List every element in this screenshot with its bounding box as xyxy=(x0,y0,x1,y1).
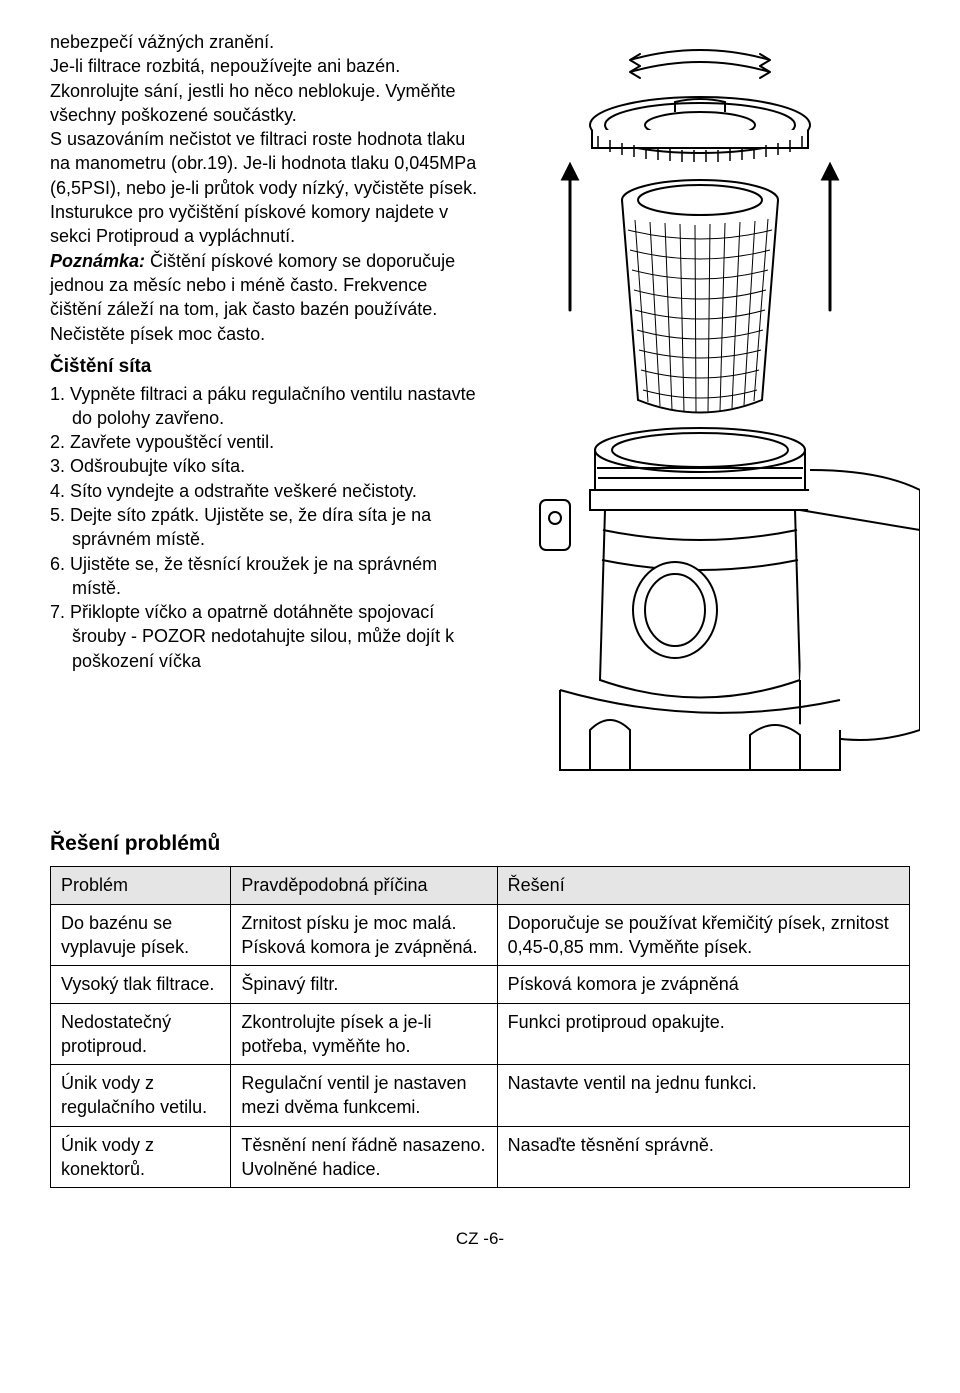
step-item: 2. Zavřete vypouštěcí ventil. xyxy=(50,430,480,454)
filter-exploded-diagram xyxy=(500,30,920,790)
intro-note: Poznámka: Čištění pískové komory se dopo… xyxy=(50,249,480,322)
instruction-text-column: nebezpečí vážných zranění. Je-li filtrac… xyxy=(50,30,480,790)
note-label: Poznámka: xyxy=(50,251,145,271)
cell-solution: Doporučuje se používat křemičitý písek, … xyxy=(497,904,909,966)
troubleshooting-table: Problém Pravděpodobná příčina Řešení Do … xyxy=(50,866,910,1188)
step-item: 4. Síto vyndejte a odstraňte veškeré neč… xyxy=(50,479,480,503)
step-item: 3. Odšroubujte víko síta. xyxy=(50,454,480,478)
cell-problem: Únik vody z konektorů. xyxy=(51,1126,231,1188)
intro-line-3: S usazováním nečistot ve filtraci roste … xyxy=(50,127,480,248)
cell-cause: Špinavý filtr. xyxy=(231,966,497,1003)
step-item: 5. Dejte síto zpátk. Ujistěte se, že dír… xyxy=(50,503,480,552)
table-row: Únik vody z konektorů. Těsnění není řádn… xyxy=(51,1126,910,1188)
table-header-cause: Pravděpodobná příčina xyxy=(231,867,497,904)
table-header-solution: Řešení xyxy=(497,867,909,904)
cell-problem: Vysoký tlak filtrace. xyxy=(51,966,231,1003)
table-header-problem: Problém xyxy=(51,867,231,904)
intro-line-5: Nečistěte písek moc často. xyxy=(50,322,480,346)
cell-cause: Zrnitost písku je moc malá. Písková komo… xyxy=(231,904,497,966)
cell-problem: Nedostatečný protiproud. xyxy=(51,1003,231,1065)
cell-solution: Funkci protiproud opakujte. xyxy=(497,1003,909,1065)
cleaning-heading: Čištění síta xyxy=(50,354,480,380)
table-row: Vysoký tlak filtrace. Špinavý filtr. Pís… xyxy=(51,966,910,1003)
intro-line-2: Je-li filtrace rozbitá, nepoužívejte ani… xyxy=(50,54,480,127)
cell-problem: Do bazénu se vyplavuje písek. xyxy=(51,904,231,966)
cell-cause: Regulační ventil je nastaven mezi dvěma … xyxy=(231,1065,497,1127)
table-row: Nedostatečný protiproud. Zkontrolujte pí… xyxy=(51,1003,910,1065)
cell-solution: Písková komora je zvápněná xyxy=(497,966,909,1003)
table-row: Únik vody z regulačního vetilu. Regulačn… xyxy=(51,1065,910,1127)
cell-solution: Nastavte ventil na jednu funkci. xyxy=(497,1065,909,1127)
table-row: Do bazénu se vyplavuje písek. Zrnitost p… xyxy=(51,904,910,966)
intro-line-1: nebezpečí vážných zranění. xyxy=(50,30,480,54)
page-footer: CZ -6- xyxy=(50,1228,910,1251)
cell-problem: Únik vody z regulačního vetilu. xyxy=(51,1065,231,1127)
step-item: 7. Přiklopte víčko a opatrně dotáhněte s… xyxy=(50,600,480,673)
exploded-diagram-column xyxy=(500,30,920,790)
troubleshooting-heading: Řešení problémů xyxy=(50,830,910,858)
step-item: 6. Ujistěte se, že těsnící kroužek je na… xyxy=(50,552,480,601)
cell-solution: Nasaďte těsnění správně. xyxy=(497,1126,909,1188)
cell-cause: Těsnění není řádně nasazeno. Uvolněné ha… xyxy=(231,1126,497,1188)
cleaning-steps-list: 1. Vypněte filtraci a páku regulačního v… xyxy=(50,382,480,674)
troubleshooting-section: Řešení problémů Problém Pravděpodobná př… xyxy=(50,830,910,1188)
step-item: 1. Vypněte filtraci a páku regulačního v… xyxy=(50,382,480,431)
cell-cause: Zkontrolujte písek a je-li potřeba, vymě… xyxy=(231,1003,497,1065)
